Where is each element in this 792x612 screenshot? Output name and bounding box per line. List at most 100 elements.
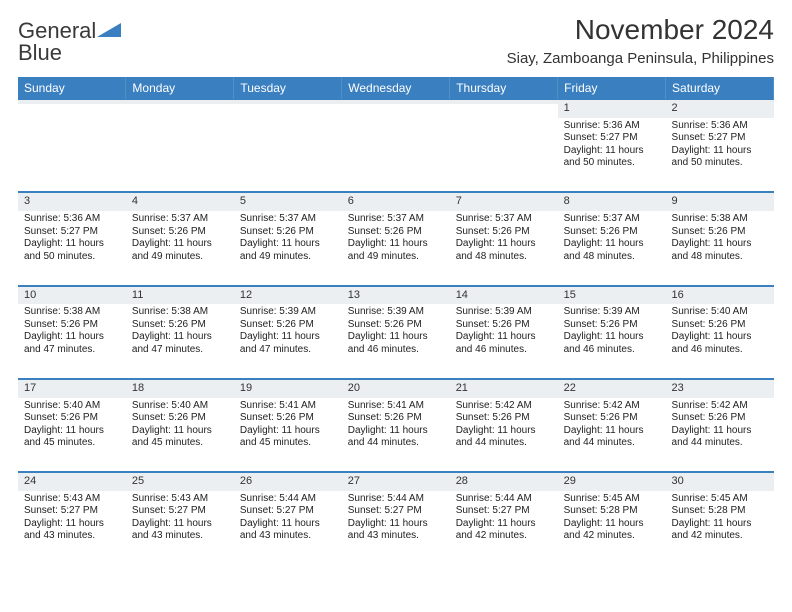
day-number: 2 <box>666 99 774 118</box>
day-cell-body: Sunrise: 5:42 AMSunset: 5:26 PMDaylight:… <box>450 398 558 454</box>
day-detail-line: Sunrise: 5:39 AM <box>240 306 336 319</box>
day-cell-body: Sunrise: 5:40 AMSunset: 5:26 PMDaylight:… <box>666 304 774 360</box>
day-cell-body: Sunrise: 5:44 AMSunset: 5:27 PMDaylight:… <box>234 491 342 547</box>
day-number-cell: 4 <box>126 192 234 211</box>
day-number-cell <box>342 99 450 118</box>
day-number: 9 <box>666 192 774 211</box>
day-number: 8 <box>558 192 666 211</box>
day-detail-line: Sunrise: 5:36 AM <box>564 120 660 133</box>
day-cell-body: Sunrise: 5:38 AMSunset: 5:26 PMDaylight:… <box>126 304 234 360</box>
day-cell-body: Sunrise: 5:40 AMSunset: 5:26 PMDaylight:… <box>18 398 126 454</box>
day-detail-line: Daylight: 11 hours and 45 minutes. <box>240 425 336 450</box>
day-number-cell: 10 <box>18 285 126 304</box>
day-cell-body: Sunrise: 5:43 AMSunset: 5:27 PMDaylight:… <box>18 491 126 547</box>
day-detail-line: Sunrise: 5:45 AM <box>564 493 660 506</box>
day-detail-line: Sunset: 5:26 PM <box>240 412 336 425</box>
day-number: 23 <box>666 379 774 398</box>
day-detail-line: Daylight: 11 hours and 46 minutes. <box>564 331 660 356</box>
day-cell: Sunrise: 5:38 AMSunset: 5:26 PMDaylight:… <box>18 304 126 378</box>
day-cell-body: Sunrise: 5:44 AMSunset: 5:27 PMDaylight:… <box>450 491 558 547</box>
day-cell: Sunrise: 5:39 AMSunset: 5:26 PMDaylight:… <box>234 304 342 378</box>
day-detail-line: Sunset: 5:26 PM <box>564 319 660 332</box>
day-number-cell: 27 <box>342 472 450 491</box>
day-number: 5 <box>234 192 342 211</box>
day-cell-body <box>234 118 342 124</box>
weekday-header: Friday <box>558 77 666 99</box>
day-number-cell: 7 <box>450 192 558 211</box>
day-number: 24 <box>18 472 126 491</box>
day-cell: Sunrise: 5:41 AMSunset: 5:26 PMDaylight:… <box>342 398 450 472</box>
month-title: November 2024 <box>507 14 774 46</box>
day-number: 12 <box>234 286 342 305</box>
day-cell <box>342 118 450 192</box>
day-detail-line: Sunset: 5:26 PM <box>672 319 768 332</box>
day-cell-body: Sunrise: 5:45 AMSunset: 5:28 PMDaylight:… <box>666 491 774 547</box>
day-number-cell <box>234 99 342 118</box>
day-number: 30 <box>666 472 774 491</box>
day-cell: Sunrise: 5:36 AMSunset: 5:27 PMDaylight:… <box>558 118 666 192</box>
title-block: November 2024 Siay, Zamboanga Peninsula,… <box>507 14 774 67</box>
day-cell: Sunrise: 5:37 AMSunset: 5:26 PMDaylight:… <box>234 211 342 285</box>
day-number: 14 <box>450 286 558 305</box>
weekday-header: Wednesday <box>342 77 450 99</box>
day-number: 11 <box>126 286 234 305</box>
day-detail-line: Sunset: 5:27 PM <box>240 505 336 518</box>
day-detail-line: Daylight: 11 hours and 44 minutes. <box>672 425 768 450</box>
calendar-header-row: SundayMondayTuesdayWednesdayThursdayFrid… <box>18 77 774 99</box>
day-cell: Sunrise: 5:37 AMSunset: 5:26 PMDaylight:… <box>450 211 558 285</box>
day-detail-line: Sunset: 5:26 PM <box>24 319 120 332</box>
day-number <box>126 99 234 104</box>
day-cell: Sunrise: 5:37 AMSunset: 5:26 PMDaylight:… <box>126 211 234 285</box>
day-cell-body: Sunrise: 5:39 AMSunset: 5:26 PMDaylight:… <box>558 304 666 360</box>
logo-line1: General <box>18 20 121 42</box>
day-detail-line: Daylight: 11 hours and 45 minutes. <box>24 425 120 450</box>
day-number: 29 <box>558 472 666 491</box>
day-detail-line: Daylight: 11 hours and 43 minutes. <box>348 518 444 543</box>
day-detail-line: Daylight: 11 hours and 49 minutes. <box>132 238 228 263</box>
day-number: 21 <box>450 379 558 398</box>
day-detail-line: Daylight: 11 hours and 46 minutes. <box>348 331 444 356</box>
day-number-cell <box>450 99 558 118</box>
day-detail-line: Sunrise: 5:38 AM <box>132 306 228 319</box>
day-number-cell: 16 <box>666 285 774 304</box>
day-detail-line: Daylight: 11 hours and 47 minutes. <box>132 331 228 356</box>
day-detail-line: Daylight: 11 hours and 43 minutes. <box>132 518 228 543</box>
day-number-cell: 22 <box>558 378 666 397</box>
day-cell: Sunrise: 5:36 AMSunset: 5:27 PMDaylight:… <box>666 118 774 192</box>
day-detail-line: Sunset: 5:26 PM <box>456 319 552 332</box>
day-detail-line: Sunset: 5:26 PM <box>672 226 768 239</box>
day-detail-line: Sunrise: 5:36 AM <box>24 213 120 226</box>
day-number-cell: 6 <box>342 192 450 211</box>
day-cell: Sunrise: 5:44 AMSunset: 5:27 PMDaylight:… <box>234 491 342 565</box>
day-body-row: Sunrise: 5:36 AMSunset: 5:27 PMDaylight:… <box>18 211 774 285</box>
day-detail-line: Daylight: 11 hours and 46 minutes. <box>456 331 552 356</box>
day-detail-line: Daylight: 11 hours and 50 minutes. <box>564 145 660 170</box>
day-number <box>18 99 126 104</box>
day-detail-line: Sunrise: 5:45 AM <box>672 493 768 506</box>
day-detail-line: Sunset: 5:26 PM <box>564 226 660 239</box>
day-cell-body: Sunrise: 5:44 AMSunset: 5:27 PMDaylight:… <box>342 491 450 547</box>
day-detail-line: Sunset: 5:27 PM <box>348 505 444 518</box>
day-detail-line: Sunset: 5:26 PM <box>672 412 768 425</box>
day-detail-line: Daylight: 11 hours and 42 minutes. <box>456 518 552 543</box>
day-number-cell: 28 <box>450 472 558 491</box>
day-detail-line: Sunset: 5:27 PM <box>672 132 768 145</box>
day-detail-line: Daylight: 11 hours and 42 minutes. <box>672 518 768 543</box>
day-detail-line: Sunset: 5:26 PM <box>132 226 228 239</box>
day-detail-line: Sunrise: 5:44 AM <box>456 493 552 506</box>
day-number: 27 <box>342 472 450 491</box>
day-detail-line: Sunset: 5:26 PM <box>132 319 228 332</box>
day-detail-line: Daylight: 11 hours and 50 minutes. <box>24 238 120 263</box>
day-cell: Sunrise: 5:38 AMSunset: 5:26 PMDaylight:… <box>126 304 234 378</box>
day-number-cell: 11 <box>126 285 234 304</box>
weekday-header: Monday <box>126 77 234 99</box>
day-cell-body: Sunrise: 5:36 AMSunset: 5:27 PMDaylight:… <box>666 118 774 174</box>
day-cell-body: Sunrise: 5:37 AMSunset: 5:26 PMDaylight:… <box>126 211 234 267</box>
day-detail-line: Daylight: 11 hours and 44 minutes. <box>348 425 444 450</box>
day-detail-line: Sunset: 5:26 PM <box>348 319 444 332</box>
day-number: 3 <box>18 192 126 211</box>
day-cell: Sunrise: 5:42 AMSunset: 5:26 PMDaylight:… <box>666 398 774 472</box>
day-cell-body: Sunrise: 5:37 AMSunset: 5:26 PMDaylight:… <box>558 211 666 267</box>
day-cell-body <box>18 118 126 124</box>
day-detail-line: Daylight: 11 hours and 47 minutes. <box>240 331 336 356</box>
